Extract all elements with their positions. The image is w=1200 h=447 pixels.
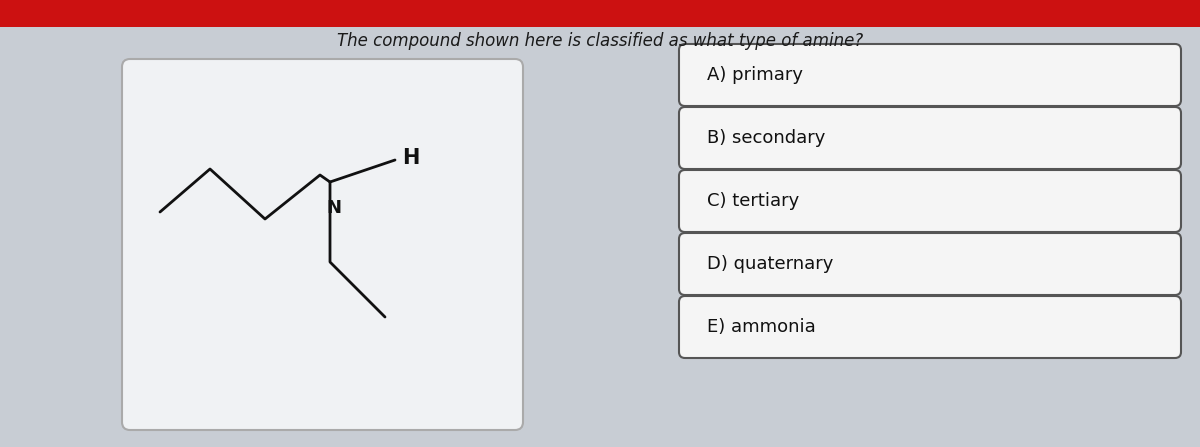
Text: H: H [402,148,419,168]
Text: E) ammonia: E) ammonia [707,318,816,336]
Text: C) tertiary: C) tertiary [707,192,799,210]
Text: D) quaternary: D) quaternary [707,255,833,273]
Text: A) primary: A) primary [707,66,803,84]
FancyBboxPatch shape [679,233,1181,295]
FancyBboxPatch shape [679,296,1181,358]
Text: N: N [326,199,342,217]
Text: The compound shown here is classified as what type of amine?: The compound shown here is classified as… [337,32,863,50]
FancyBboxPatch shape [679,44,1181,106]
FancyBboxPatch shape [679,107,1181,169]
FancyBboxPatch shape [122,59,523,430]
FancyBboxPatch shape [0,0,1200,27]
FancyBboxPatch shape [679,170,1181,232]
Text: B) secondary: B) secondary [707,129,826,147]
